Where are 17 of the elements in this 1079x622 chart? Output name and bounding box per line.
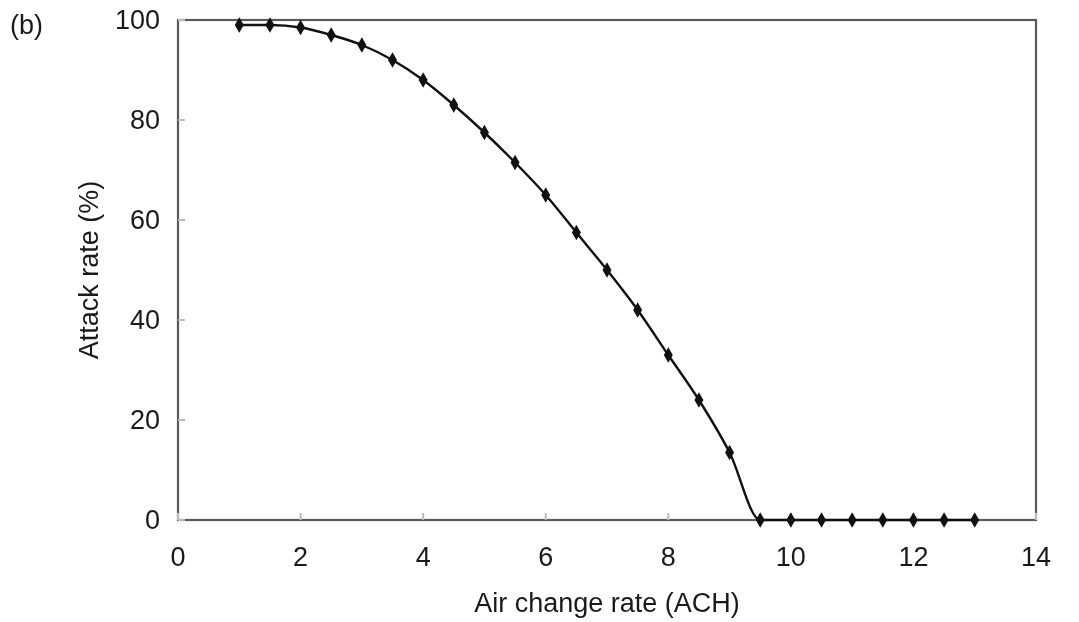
x-tick-label: 4 xyxy=(415,542,431,572)
y-tick-label: 60 xyxy=(129,205,160,236)
y-tick-label: 80 xyxy=(129,105,160,136)
text: (b) xyxy=(10,10,43,40)
x-tick-label: 6 xyxy=(538,542,554,572)
x-tick-label: 0 xyxy=(170,542,186,572)
x-tick-label: 14 xyxy=(1020,542,1052,572)
y-tick-label: 20 xyxy=(129,405,160,436)
x-tick-label: 8 xyxy=(660,542,676,572)
x-axis-title: Air change rate (ACH) xyxy=(474,588,740,618)
y-tick-label: 40 xyxy=(129,305,160,336)
y-tick-label: 0 xyxy=(144,505,160,536)
x-tick-label: 10 xyxy=(775,542,806,572)
x-tick-label: 2 xyxy=(293,542,309,572)
y-axis-title: Attack rate (%) xyxy=(74,180,104,360)
y-tick-label: 100 xyxy=(114,5,160,36)
x-tick-label: 12 xyxy=(898,542,929,572)
